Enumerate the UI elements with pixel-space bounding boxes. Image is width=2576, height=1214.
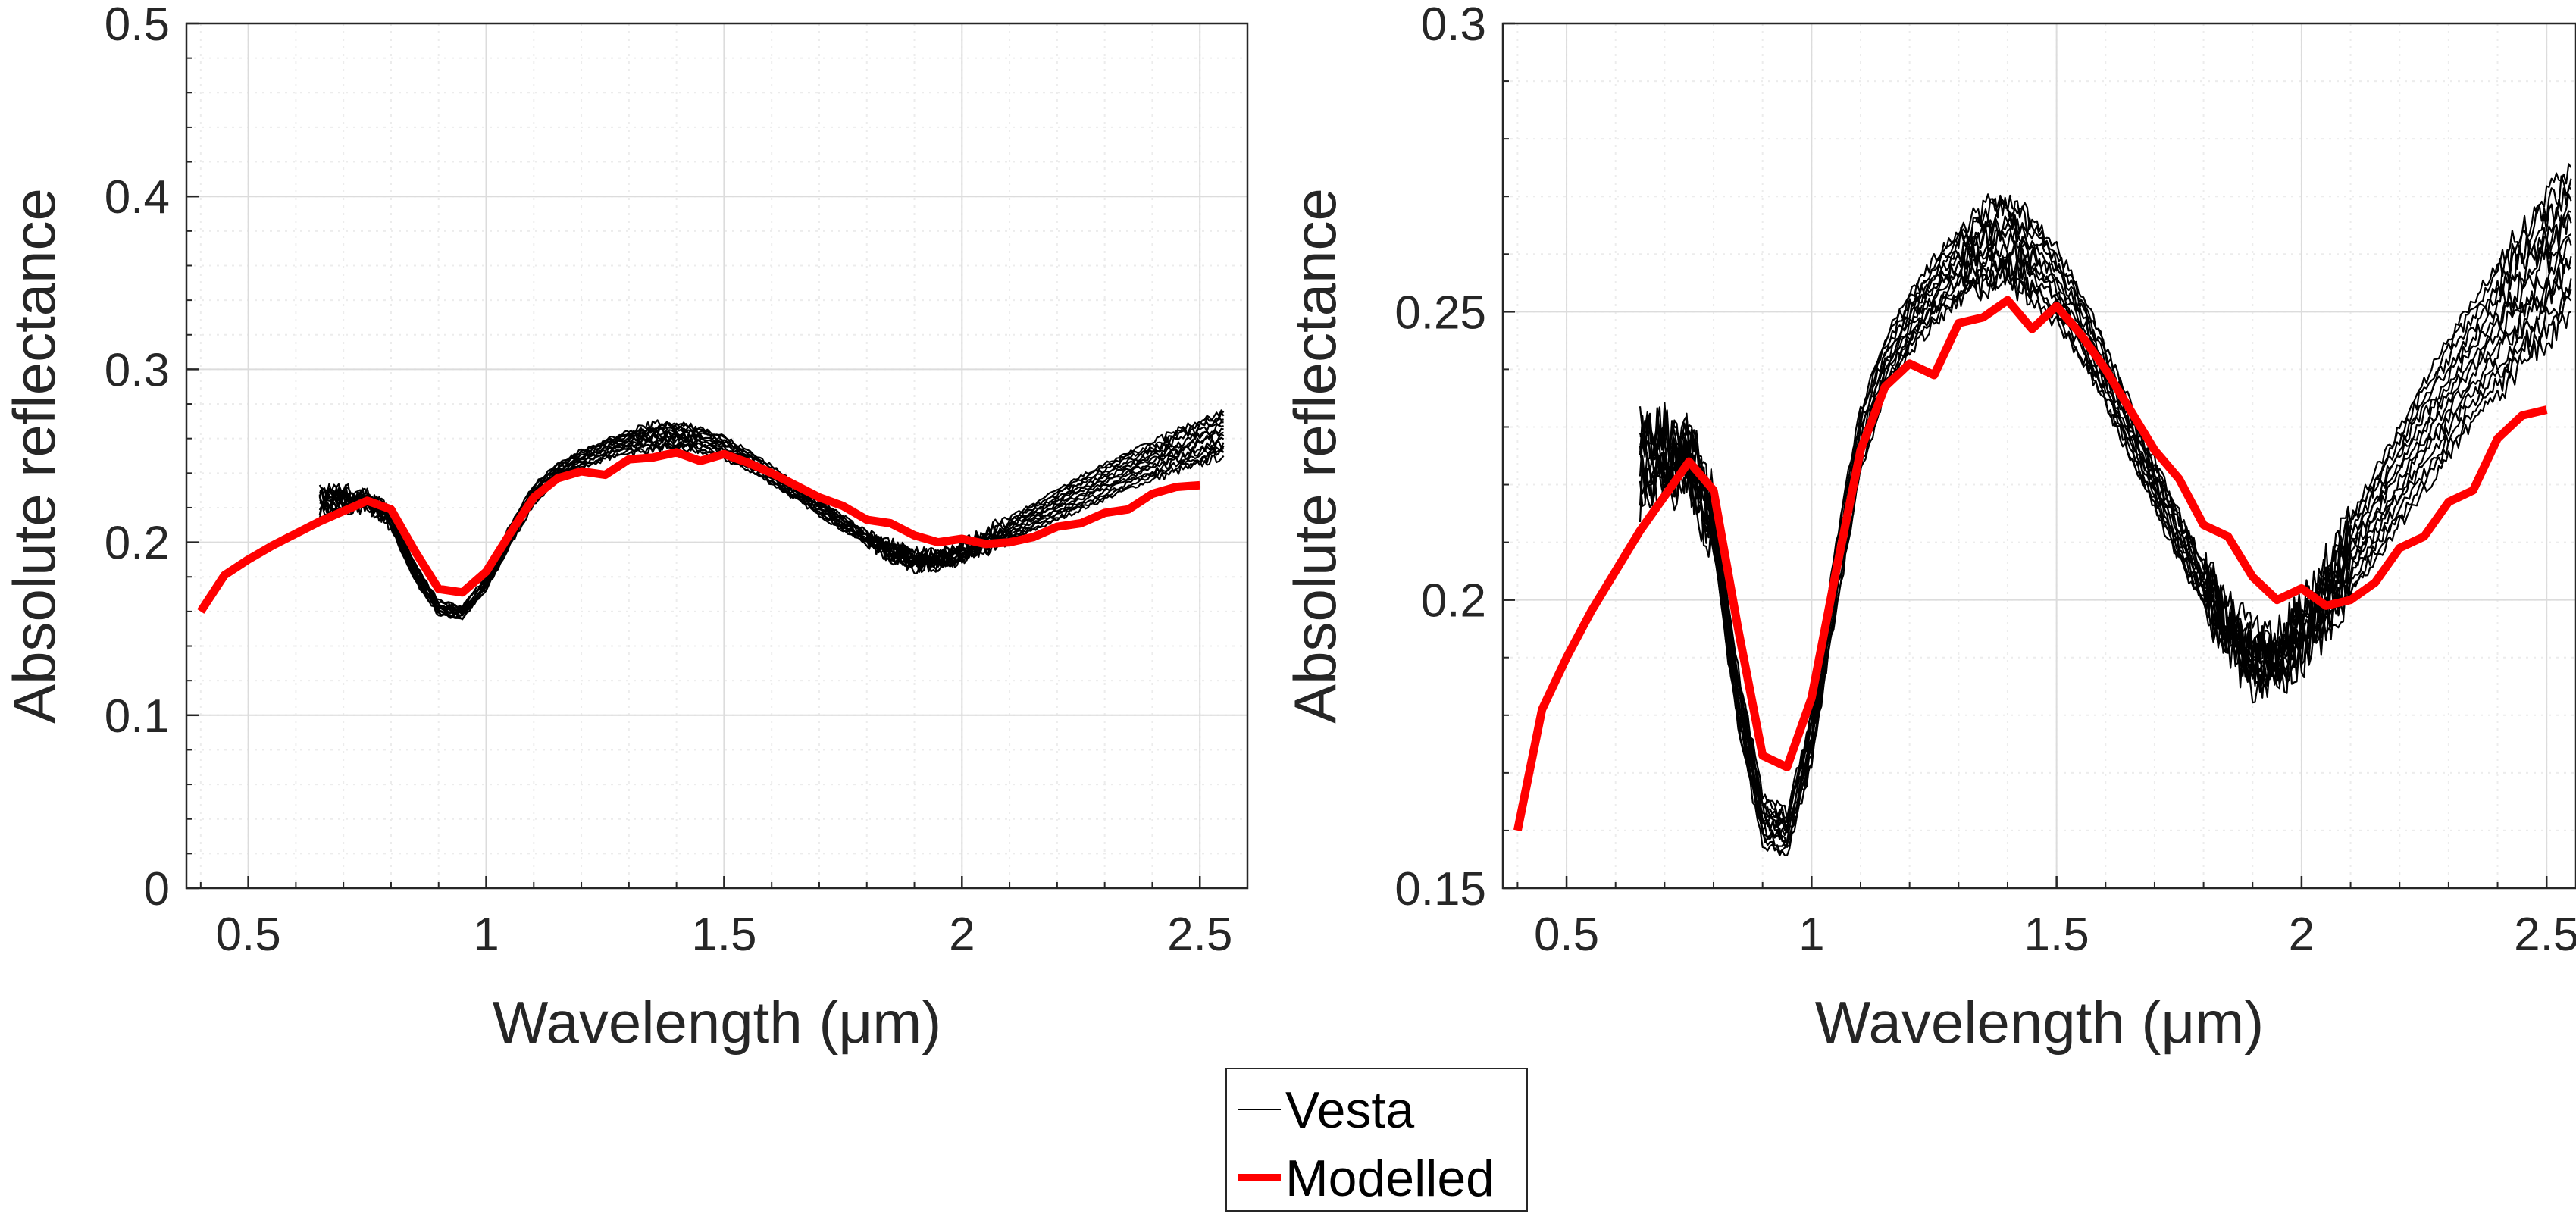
y-tick-label: 0.2 bbox=[1421, 575, 1486, 627]
vesta-spectrum-line bbox=[1639, 264, 2572, 853]
vesta-spectrum-line bbox=[1639, 257, 2572, 847]
x-tick-label: 0.5 bbox=[1534, 909, 1599, 961]
y-tick-label: 0 bbox=[144, 863, 170, 915]
y-tick-label: 0.2 bbox=[105, 518, 170, 570]
y-tick-label: 0.3 bbox=[105, 344, 170, 396]
vesta-spectrum-line bbox=[318, 443, 1225, 621]
vesta-spectrum-line bbox=[1639, 252, 2572, 849]
x-tick-label: 2 bbox=[2289, 909, 2315, 961]
x-tick-label: 1.5 bbox=[2024, 909, 2089, 961]
vesta-spectrum-line bbox=[1639, 163, 2572, 819]
y-tick-label: 0.5 bbox=[105, 0, 170, 51]
y-tick-label: 0.4 bbox=[105, 171, 170, 224]
x-tick-label: 2.5 bbox=[1167, 909, 1232, 961]
y-axis-label: Absolute reflectance bbox=[1282, 188, 1348, 724]
left-panel: 0.5 1 1.5 2 2.5 0 0.1 0.2 0.3 0.4 0.5 Wavelength (μ… bbox=[1, 0, 1249, 1056]
x-tick-label: 1 bbox=[473, 909, 499, 961]
axes-box bbox=[1501, 22, 2576, 890]
legend-label-modelled: Modelled bbox=[1285, 1150, 1495, 1207]
y-tick-label: 0.3 bbox=[1421, 0, 1486, 51]
modelled-line bbox=[197, 448, 1200, 614]
legend: Vesta Modelled bbox=[1225, 1068, 1528, 1212]
y-tick-label: 0.25 bbox=[1394, 286, 1486, 339]
x-tick-label: 1 bbox=[1798, 909, 1824, 961]
vesta-spectrum-line bbox=[318, 439, 1225, 618]
x-axis-label: Wavelength (μm) bbox=[493, 989, 942, 1056]
y-axis-label: Absolute reflectance bbox=[1, 188, 67, 724]
vesta-spectrum-line bbox=[1639, 251, 2572, 847]
axes-box bbox=[185, 22, 1249, 890]
y-tick-label: 0.1 bbox=[105, 690, 170, 743]
x-tick-label: 2.5 bbox=[2514, 909, 2576, 961]
legend-box bbox=[1225, 1068, 1528, 1212]
vesta-spectrum-line bbox=[318, 409, 1225, 609]
x-tick-label: 2 bbox=[949, 909, 975, 961]
legend-label-vesta: Vesta bbox=[1285, 1081, 1414, 1139]
y-tick-label: 0.15 bbox=[1394, 863, 1486, 915]
modelled-line bbox=[1513, 296, 2548, 831]
x-tick-label: 1.5 bbox=[691, 909, 756, 961]
x-tick-label: 0.5 bbox=[216, 909, 281, 961]
x-axis-label: Wavelength (μm) bbox=[1815, 989, 2265, 1056]
right-panel: 0.5 1 1.5 2 2.5 0.15 0.2 0.25 0.3 Wavelength (μm)… bbox=[1282, 0, 2576, 1056]
